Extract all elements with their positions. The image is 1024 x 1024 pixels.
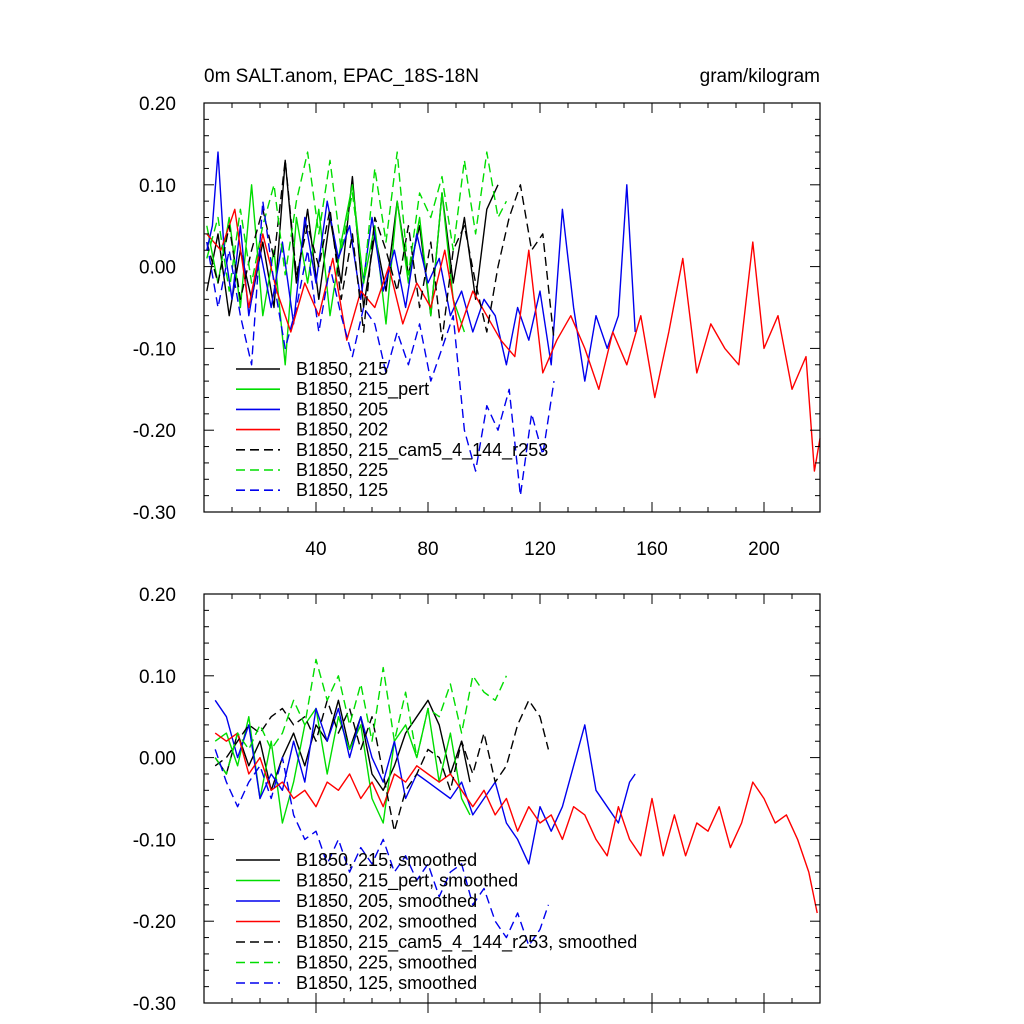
legend-label: B1850, 202, smoothed: [296, 912, 477, 932]
y-tick-label: -0.20: [133, 912, 176, 933]
y-tick-label: -0.30: [133, 994, 176, 1015]
legend-label: B1850, 125, smoothed: [296, 973, 477, 993]
y-tick-label: -0.30: [133, 503, 176, 524]
x-tick-label: 120: [524, 539, 556, 560]
series-line-bottom-5: [214, 658, 508, 775]
x-tick-label: 160: [636, 539, 668, 560]
legend-label: B1850, 202: [296, 420, 388, 440]
legend-label: B1850, 225: [296, 460, 388, 480]
series-line-bottom-0: [214, 699, 471, 791]
series-line-bottom-3: [214, 732, 818, 914]
bottom-panel: 0.20 0.10 0.00 -0.10 -0.20 -0.30 B1850, 215, s…: [133, 585, 821, 1015]
y-tick-label: -0.20: [133, 421, 176, 442]
y-tick-label: 0.10: [139, 176, 176, 197]
chart-units: gram/kilogram: [700, 66, 820, 87]
legend-label: B1850, 215_pert: [296, 379, 429, 400]
legend-label: B1850, 215: [296, 359, 388, 379]
legend-label: B1850, 215_pert, smoothed: [296, 871, 518, 892]
x-tick-label: 200: [748, 539, 780, 560]
legend-label: B1850, 225, smoothed: [296, 953, 477, 973]
legend-label: B1850, 215_cam5_4_144_r253, smoothed: [296, 932, 637, 953]
series-line-bottom-6: [214, 749, 550, 947]
series-line-bottom-2: [214, 699, 636, 865]
series-line-top-3: [206, 208, 821, 472]
legend-label: B1850, 215_cam5_4_144_r253: [296, 440, 548, 461]
series-line-top-4: [206, 159, 555, 341]
y-tick-label: 0.20: [139, 94, 176, 115]
chart-title: 0m SALT.anom, EPAC_18S-18N: [204, 66, 479, 87]
y-tick-label: 0.20: [139, 585, 176, 606]
legend-label: B1850, 205: [296, 399, 388, 419]
series-line-top-5: [206, 151, 508, 292]
series-line-bottom-4: [214, 699, 550, 832]
legend-label: B1850, 215, smoothed: [296, 850, 477, 870]
top-panel: 0.20 0.10 0.00 -0.10 -0.20 -0.30 40 80 120 160 200…: [133, 94, 821, 560]
x-tick-label: 40: [305, 539, 326, 560]
y-tick-label: 0.00: [139, 749, 176, 770]
y-tick-label: 0.10: [139, 667, 176, 688]
y-tick-label: -0.10: [133, 339, 176, 360]
y-tick-label: -0.10: [133, 830, 176, 851]
legend-label: B1850, 205, smoothed: [296, 891, 477, 911]
legend-label: B1850, 125: [296, 480, 388, 500]
x-tick-label: 80: [417, 539, 438, 560]
y-tick-label: 0.00: [139, 258, 176, 279]
